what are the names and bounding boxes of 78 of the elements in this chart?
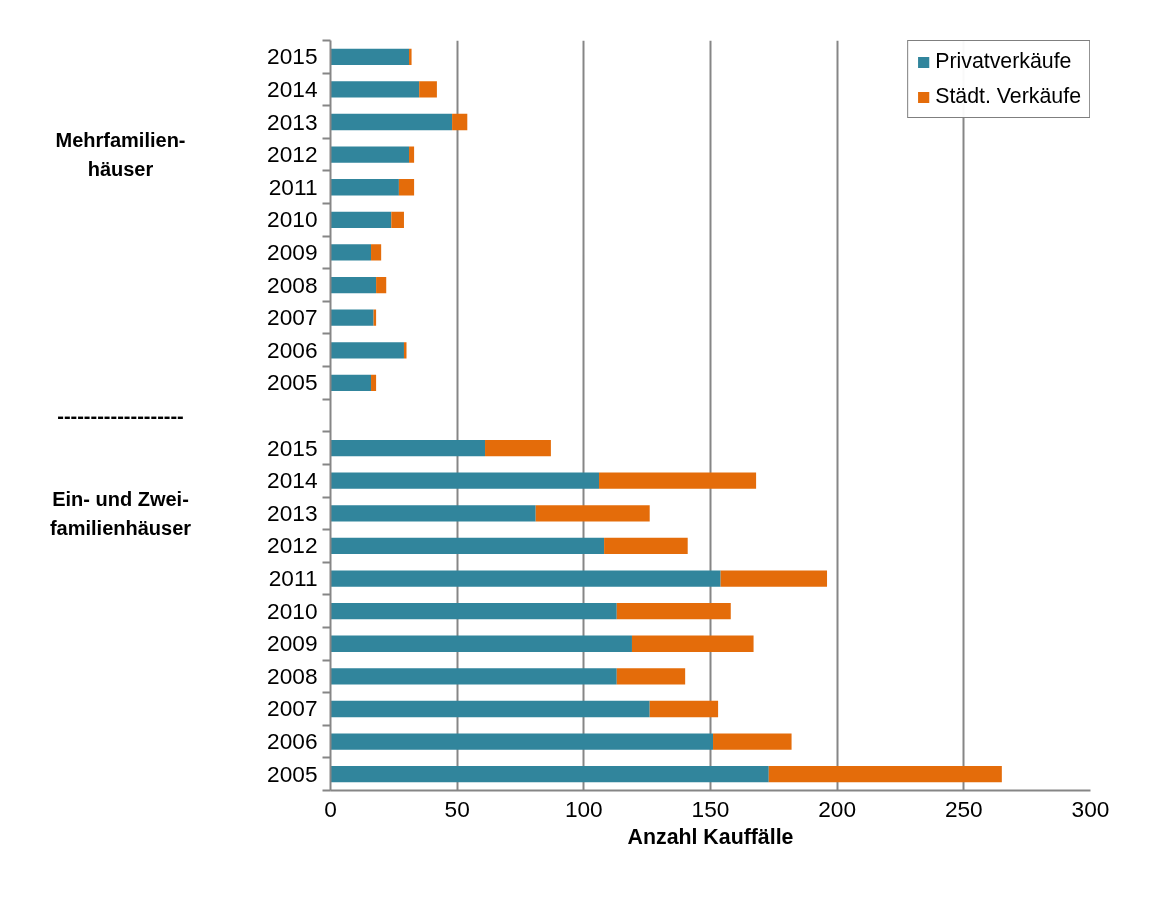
bar bbox=[371, 374, 377, 392]
bar bbox=[330, 537, 605, 555]
text: Ein- und Zwei- familienhäuser bbox=[49, 488, 192, 539]
bar bbox=[330, 81, 420, 98]
bar bbox=[330, 276, 377, 294]
bar bbox=[452, 113, 468, 131]
y-tick-label: 2007 bbox=[267, 304, 318, 331]
y-tick-label: 2015 bbox=[267, 43, 318, 70]
bar bbox=[419, 81, 437, 98]
bar bbox=[330, 635, 632, 652]
x-tick-label: 250 bbox=[944, 795, 983, 822]
bar bbox=[616, 603, 731, 620]
y-tick-label: 2011 bbox=[268, 565, 318, 592]
bar bbox=[330, 113, 453, 131]
bar bbox=[768, 766, 1002, 783]
bar bbox=[631, 635, 754, 652]
bar bbox=[330, 374, 372, 392]
bar bbox=[330, 505, 536, 522]
y-tick-label: 2014 bbox=[267, 75, 318, 102]
bar bbox=[409, 146, 415, 163]
bar bbox=[616, 668, 686, 685]
bar bbox=[391, 211, 404, 228]
bar bbox=[371, 244, 382, 261]
legend-label: Städt. Verkäufe bbox=[935, 84, 1081, 109]
x-tick-label: 200 bbox=[818, 795, 857, 822]
bar bbox=[330, 146, 410, 163]
bar bbox=[330, 342, 404, 359]
y-tick-label: 2010 bbox=[267, 597, 318, 624]
y-tick-label: 2008 bbox=[267, 271, 318, 298]
bar bbox=[409, 48, 412, 65]
bar bbox=[398, 179, 415, 196]
x-tick-label: 300 bbox=[1071, 795, 1110, 822]
bar bbox=[330, 48, 410, 65]
y-tick-label: 2005 bbox=[267, 760, 318, 787]
y-tick-label: 2008 bbox=[267, 662, 318, 689]
bar bbox=[403, 342, 407, 359]
bar bbox=[713, 733, 792, 750]
bar bbox=[330, 179, 399, 196]
x-tick-label: 50 bbox=[444, 795, 470, 822]
bar bbox=[649, 700, 719, 718]
y-tick-label: 2007 bbox=[267, 695, 318, 722]
y-tick-label: 2012 bbox=[267, 141, 318, 168]
x-tick-label: 0 bbox=[324, 795, 337, 822]
bar bbox=[330, 700, 650, 718]
y-tick-label: 2005 bbox=[267, 369, 318, 396]
bar bbox=[330, 309, 374, 326]
bar bbox=[330, 668, 617, 685]
bar bbox=[330, 733, 714, 750]
y-tick-label: 2010 bbox=[267, 206, 318, 233]
y-tick-label: 2011 bbox=[268, 173, 318, 200]
text: Mehrfamilien- häuser bbox=[55, 129, 186, 180]
bar bbox=[599, 472, 757, 489]
bar bbox=[485, 439, 551, 457]
bar bbox=[535, 505, 650, 522]
y-tick-label: 2009 bbox=[267, 630, 318, 657]
legend-label: Privatverkäufe bbox=[935, 49, 1072, 74]
y-tick-label: 2012 bbox=[267, 532, 318, 559]
text: ------------------- bbox=[57, 404, 184, 427]
y-tick-label: 2009 bbox=[267, 238, 318, 265]
x-tick-label: 100 bbox=[564, 795, 603, 822]
x-axis-title: Anzahl Kauffälle bbox=[627, 824, 794, 849]
bar bbox=[330, 570, 721, 587]
y-tick-label: 2013 bbox=[267, 108, 318, 135]
x-tick-label: 150 bbox=[691, 795, 730, 822]
bar bbox=[330, 766, 769, 783]
y-tick-label: 2006 bbox=[267, 336, 318, 363]
bar bbox=[720, 570, 828, 587]
bar bbox=[330, 244, 372, 261]
bar bbox=[330, 603, 617, 620]
y-tick-label: 2013 bbox=[267, 499, 318, 526]
y-tick-label: 2014 bbox=[267, 467, 318, 494]
y-tick-label: 2006 bbox=[267, 728, 318, 755]
bar bbox=[330, 211, 392, 228]
bar bbox=[604, 537, 688, 555]
bar bbox=[330, 472, 600, 489]
bar bbox=[330, 439, 486, 457]
bar bbox=[376, 276, 387, 294]
y-tick-label: 2015 bbox=[267, 434, 318, 461]
